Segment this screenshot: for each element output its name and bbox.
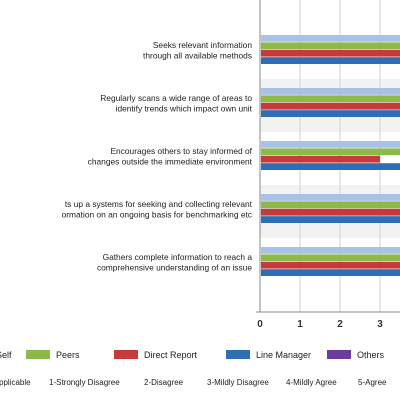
category-label: Regularly scans a wide range of areas to xyxy=(100,93,252,103)
category-label: comprehensive understanding of an issue xyxy=(97,263,252,273)
legend: Self Peers Direct Report Line Manager Others xyxy=(0,350,385,360)
category-label: changes outside the immediate environmen… xyxy=(88,157,253,167)
bar xyxy=(261,88,400,95)
legend-swatch xyxy=(226,350,250,359)
bar xyxy=(261,110,400,117)
legend-label: Others xyxy=(357,350,385,360)
x-tick-label: 0 xyxy=(257,319,263,330)
bar xyxy=(261,35,400,42)
bar xyxy=(261,95,400,103)
category-label: ts up a systems for seeking and collecti… xyxy=(65,199,253,209)
bar xyxy=(261,261,400,269)
bar xyxy=(261,155,380,163)
scale-label: 3-Mildly Disagree xyxy=(207,378,269,387)
legend-label: Self xyxy=(0,350,12,360)
bar xyxy=(261,254,400,262)
bar xyxy=(261,194,400,201)
x-tick-label: 3 xyxy=(377,319,383,330)
bar xyxy=(261,247,400,254)
bar xyxy=(261,49,400,57)
bar xyxy=(261,269,400,276)
bar xyxy=(261,201,400,209)
bar xyxy=(261,148,400,156)
x-tick-label: 2 xyxy=(337,319,343,330)
bars xyxy=(261,35,400,276)
bar xyxy=(261,208,400,216)
category-label: through all available methods xyxy=(143,51,252,61)
legend-label: Peers xyxy=(56,350,80,360)
category-label: ormation on an ongoing basis for benchma… xyxy=(62,210,252,220)
scale-label: 2-Disagree xyxy=(144,378,184,387)
category-label: Gathers complete information to reach a xyxy=(103,252,253,262)
bar xyxy=(261,42,400,50)
legend-swatch xyxy=(114,350,138,359)
x-tick-label: 1 xyxy=(297,319,303,330)
scale-legend: pplicable 1-Strongly Disagree 2-Disagree 3-… xyxy=(0,378,387,387)
scale-label: 5-Agree xyxy=(358,378,387,387)
legend-label: Direct Report xyxy=(144,350,198,360)
category-label: Seeks relevant information xyxy=(153,40,252,50)
bar xyxy=(261,141,400,148)
legend-label: Line Manager xyxy=(256,350,311,360)
category-label: identify trends which impact own unit xyxy=(116,104,253,114)
x-tick-labels: 0 1 2 3 xyxy=(257,319,383,330)
legend-swatch xyxy=(26,350,50,359)
scale-label: 4-Mildly Agree xyxy=(286,378,337,387)
bar xyxy=(261,163,400,170)
scale-label: 1-Strongly Disagree xyxy=(49,378,120,387)
bar xyxy=(261,102,400,110)
bar xyxy=(261,57,400,64)
bar xyxy=(261,216,400,223)
scale-label: pplicable xyxy=(0,378,31,387)
category-label: Encourages others to stay informed of xyxy=(110,146,252,156)
legend-swatch xyxy=(327,350,351,359)
